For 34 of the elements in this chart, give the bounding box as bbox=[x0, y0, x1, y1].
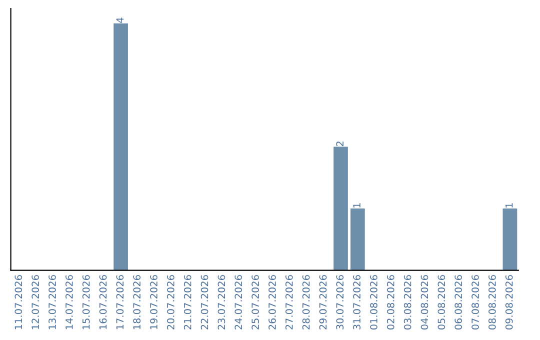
x-tick-label: 20.07.2026 bbox=[167, 275, 174, 330]
x-tick-label: 28.07.2026 bbox=[302, 275, 310, 330]
x-tick-label: 05.08.2026 bbox=[438, 275, 446, 330]
x-tick-label: 03.08.2026 bbox=[404, 275, 412, 330]
x-tick-label: 14.07.2026 bbox=[65, 275, 73, 330]
data-label: 1 bbox=[506, 203, 513, 208]
x-tick-label: 25.07.2026 bbox=[252, 275, 259, 330]
x-tick-label: 19.07.2026 bbox=[150, 275, 158, 330]
x-tick-label: 08.08.2026 bbox=[488, 275, 496, 330]
x-tick-label: 26.07.2026 bbox=[268, 275, 276, 330]
x-tick-label: 18.07.2026 bbox=[133, 275, 141, 330]
data-label: 4 bbox=[116, 18, 124, 23]
x-tick-label: 06.08.2026 bbox=[454, 275, 462, 330]
data-label: 2 bbox=[336, 142, 344, 146]
x-tick-label: 31.07.2026 bbox=[353, 275, 360, 330]
data-label: 1 bbox=[353, 203, 360, 208]
x-tick-label: 17.07.2026 bbox=[116, 275, 124, 330]
x-tick-label: 07.08.2026 bbox=[472, 275, 479, 330]
x-tick-label: 04.08.2026 bbox=[420, 275, 428, 330]
x-tick-label: 16.07.2026 bbox=[99, 275, 107, 330]
x-tick-label: 22.07.2026 bbox=[200, 275, 208, 330]
x-tick-label: 24.07.2026 bbox=[234, 275, 242, 330]
x-tick-label: 13.07.2026 bbox=[48, 275, 56, 330]
x-tick-label: 27.07.2026 bbox=[285, 275, 293, 330]
x-tick-label: 09.08.2026 bbox=[505, 275, 513, 330]
x-tick-label: 21.07.2026 bbox=[184, 275, 192, 330]
x-tick-label: 11.07.2026 bbox=[14, 275, 22, 330]
x-tick-label: 02.08.2026 bbox=[386, 275, 394, 330]
x-tick-label: 01.08.2026 bbox=[370, 275, 378, 330]
x-tick-label: 15.07.2026 bbox=[82, 275, 90, 330]
x-tick-label: 29.07.2026 bbox=[319, 275, 327, 330]
x-tick-label: 12.07.2026 bbox=[32, 275, 39, 330]
x-tick-label: 30.07.2026 bbox=[336, 275, 344, 330]
x-tick-label: 23.07.2026 bbox=[218, 275, 226, 330]
